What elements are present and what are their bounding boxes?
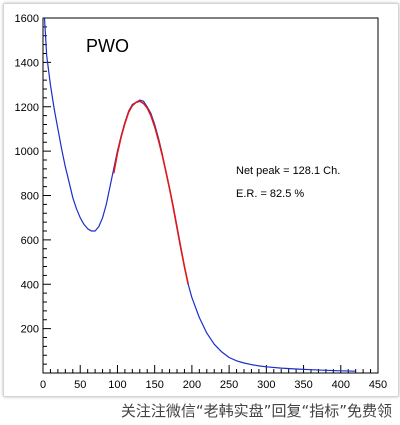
x-tick-label: 300 (257, 379, 275, 391)
x-tick-label: 0 (40, 379, 46, 391)
x-tick-label: 450 (369, 379, 387, 391)
energy-resolution-annotation: E.R. = 82.5 % (236, 188, 304, 200)
x-tick-label: 250 (220, 379, 238, 391)
plot-area: 0 50 100 150 200 250 300 350 400 450 200 400 600 800 1… (15, 13, 388, 391)
y-tick-label: 800 (21, 191, 39, 203)
x-tick-label: 50 (74, 379, 86, 391)
x-tick-label: 200 (183, 379, 201, 391)
y-tick-label: 1200 (15, 102, 39, 114)
net-peak-annotation: Net peak = 128.1 Ch. (236, 165, 340, 177)
x-tick-label: 350 (294, 379, 312, 391)
y-tick-label: 1600 (15, 13, 39, 25)
y-tick-label: 600 (21, 235, 39, 247)
axis-box (42, 17, 379, 374)
histogram-series-line (43, 17, 356, 372)
fit-curve-line (112, 100, 189, 285)
series-group (43, 17, 356, 372)
x-tick-label: 150 (145, 379, 163, 391)
y-tick-label: 1400 (15, 57, 39, 69)
y-tick-label: 400 (21, 279, 39, 291)
chart-svg: 0 50 100 150 200 250 300 350 400 450 200 400 600 800 1… (15, 13, 388, 391)
watermark-caption: 关注注微信“老韩实盘”回复“指标”免费领 (120, 402, 392, 420)
chart-frame: 0 50 100 150 200 250 300 350 400 450 200 400 600 800 1… (3, 3, 399, 397)
y-tick-label: 200 (21, 324, 39, 336)
x-tick-label: 400 (332, 379, 350, 391)
x-tick-label: 100 (108, 379, 126, 391)
chart-title: PWO (86, 36, 129, 56)
tick-group: 0 50 100 150 200 250 300 350 400 450 200 400 600 800 1… (15, 13, 388, 391)
y-tick-label: 1000 (15, 146, 39, 158)
